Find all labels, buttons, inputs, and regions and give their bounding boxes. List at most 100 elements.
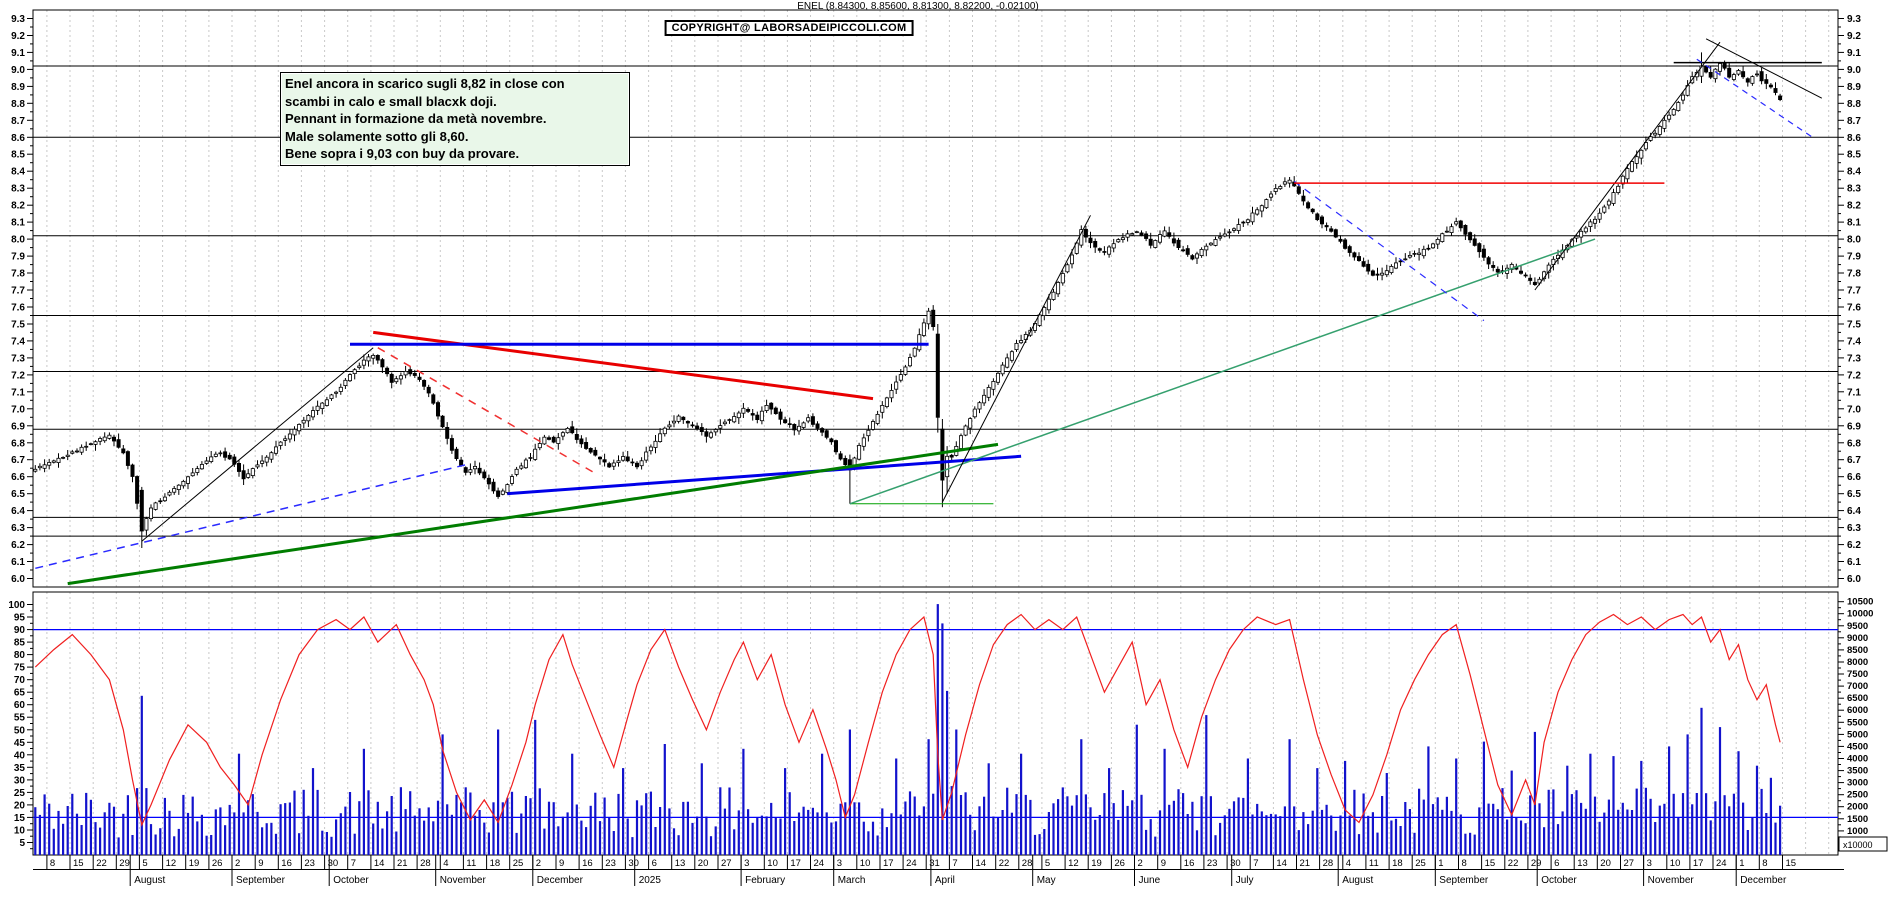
svg-text:16: 16 bbox=[582, 858, 593, 869]
svg-text:29: 29 bbox=[119, 858, 130, 869]
svg-text:7.9: 7.9 bbox=[11, 252, 25, 263]
svg-text:8.9: 8.9 bbox=[11, 82, 25, 93]
svg-text:September: September bbox=[1439, 875, 1489, 886]
svg-text:7.7: 7.7 bbox=[11, 286, 25, 297]
svg-text:90: 90 bbox=[14, 625, 26, 636]
svg-text:6000: 6000 bbox=[1847, 705, 1868, 716]
svg-text:1: 1 bbox=[1739, 858, 1744, 869]
svg-text:10: 10 bbox=[1670, 858, 1681, 869]
svg-text:7.5: 7.5 bbox=[11, 320, 25, 331]
chart-title: ENEL (8.84300, 8.85600, 8.81300, 8.82200… bbox=[797, 1, 1039, 12]
svg-text:December: December bbox=[1740, 875, 1787, 886]
svg-text:December: December bbox=[537, 875, 584, 886]
svg-text:8: 8 bbox=[50, 858, 55, 869]
svg-text:16: 16 bbox=[281, 858, 292, 869]
svg-text:6.9: 6.9 bbox=[11, 421, 25, 432]
svg-text:February: February bbox=[745, 875, 785, 886]
svg-text:6.8: 6.8 bbox=[11, 438, 25, 449]
svg-text:9.0: 9.0 bbox=[11, 65, 25, 76]
svg-text:20: 20 bbox=[14, 800, 26, 811]
svg-text:August: August bbox=[1342, 875, 1373, 886]
svg-text:5: 5 bbox=[142, 858, 147, 869]
svg-text:September: September bbox=[236, 875, 286, 886]
svg-text:6.0: 6.0 bbox=[11, 574, 25, 585]
svg-text:April: April bbox=[935, 875, 955, 886]
svg-text:1500: 1500 bbox=[1847, 814, 1868, 825]
svg-text:1000: 1000 bbox=[1847, 826, 1868, 837]
svg-text:30: 30 bbox=[328, 858, 339, 869]
svg-text:8500: 8500 bbox=[1847, 645, 1868, 656]
svg-text:18: 18 bbox=[490, 858, 501, 869]
svg-text:22: 22 bbox=[1508, 858, 1519, 869]
svg-text:8.7: 8.7 bbox=[11, 116, 25, 127]
svg-text:40: 40 bbox=[14, 750, 26, 761]
svg-text:9000: 9000 bbox=[1847, 633, 1868, 644]
svg-text:10: 10 bbox=[767, 858, 778, 869]
svg-text:7.0: 7.0 bbox=[11, 404, 25, 415]
note-line: Pennant in formazione da metà novembre. bbox=[285, 111, 547, 126]
svg-text:7.4: 7.4 bbox=[1847, 336, 1861, 347]
svg-text:20: 20 bbox=[698, 858, 709, 869]
note-line: Male solamente sotto gli 8,60. bbox=[285, 128, 469, 144]
svg-text:10: 10 bbox=[14, 826, 26, 837]
svg-text:15: 15 bbox=[1485, 858, 1496, 869]
svg-text:24: 24 bbox=[906, 858, 917, 869]
svg-text:3: 3 bbox=[1647, 858, 1652, 869]
svg-text:8: 8 bbox=[1762, 858, 1767, 869]
svg-text:27: 27 bbox=[721, 858, 732, 869]
svg-text:9.0: 9.0 bbox=[1847, 65, 1861, 76]
svg-text:4000: 4000 bbox=[1847, 754, 1868, 765]
note-line: Bene sopra i 9,03 con buy da provare. bbox=[285, 146, 520, 161]
svg-text:9.3: 9.3 bbox=[11, 14, 25, 25]
svg-text:6.4: 6.4 bbox=[11, 506, 25, 517]
svg-text:6.6: 6.6 bbox=[11, 472, 25, 483]
svg-text:60: 60 bbox=[14, 700, 26, 711]
svg-text:7.2: 7.2 bbox=[1847, 370, 1861, 381]
svg-text:8.0: 8.0 bbox=[11, 235, 25, 246]
analysis-note: Enel ancora in scarico sugli 8,82 in clo… bbox=[280, 72, 630, 166]
svg-text:7: 7 bbox=[952, 858, 957, 869]
svg-text:8.3: 8.3 bbox=[1847, 184, 1861, 195]
svg-text:6: 6 bbox=[1554, 858, 1559, 869]
svg-text:6.2: 6.2 bbox=[11, 540, 25, 551]
svg-text:July: July bbox=[1236, 875, 1254, 886]
svg-text:2: 2 bbox=[235, 858, 240, 869]
svg-text:25: 25 bbox=[513, 858, 524, 869]
svg-text:7.1: 7.1 bbox=[1847, 387, 1861, 398]
svg-text:7.6: 7.6 bbox=[1847, 303, 1861, 314]
svg-text:3000: 3000 bbox=[1847, 778, 1868, 789]
svg-text:28: 28 bbox=[1022, 858, 1033, 869]
svg-text:6.3: 6.3 bbox=[1847, 523, 1861, 534]
svg-text:7000: 7000 bbox=[1847, 681, 1868, 692]
svg-text:16: 16 bbox=[1184, 858, 1195, 869]
svg-text:8000: 8000 bbox=[1847, 657, 1868, 668]
svg-text:21: 21 bbox=[1300, 858, 1311, 869]
svg-text:6.1: 6.1 bbox=[1847, 557, 1861, 568]
svg-text:10000: 10000 bbox=[1847, 609, 1873, 620]
svg-text:19: 19 bbox=[1091, 858, 1102, 869]
svg-text:13: 13 bbox=[675, 858, 686, 869]
svg-text:4: 4 bbox=[1346, 858, 1351, 869]
svg-text:3: 3 bbox=[744, 858, 749, 869]
svg-text:17: 17 bbox=[1693, 858, 1704, 869]
svg-text:8.5: 8.5 bbox=[11, 150, 25, 161]
svg-text:23: 23 bbox=[304, 858, 315, 869]
note-line: scambi in calo e small blacxk doji. bbox=[285, 93, 497, 109]
svg-text:8.8: 8.8 bbox=[11, 99, 25, 110]
svg-text:35: 35 bbox=[14, 763, 26, 774]
svg-text:25: 25 bbox=[1415, 858, 1426, 869]
svg-text:6: 6 bbox=[652, 858, 657, 869]
svg-text:85: 85 bbox=[14, 638, 26, 649]
svg-text:11: 11 bbox=[466, 858, 476, 869]
svg-text:30: 30 bbox=[14, 775, 26, 786]
svg-text:8.8: 8.8 bbox=[1847, 99, 1861, 110]
svg-text:x10000: x10000 bbox=[1843, 840, 1873, 850]
svg-text:70: 70 bbox=[14, 675, 26, 686]
svg-text:29: 29 bbox=[1531, 858, 1542, 869]
svg-text:14: 14 bbox=[976, 858, 987, 869]
svg-text:November: November bbox=[440, 875, 487, 886]
svg-text:6500: 6500 bbox=[1847, 693, 1868, 704]
svg-text:17: 17 bbox=[883, 858, 894, 869]
